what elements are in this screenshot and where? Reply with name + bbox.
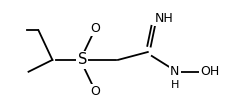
Text: S: S (77, 52, 87, 67)
Text: OH: OH (200, 65, 219, 78)
Text: O: O (90, 22, 100, 35)
Text: N: N (170, 65, 179, 78)
Text: NH: NH (155, 12, 174, 25)
Text: H: H (170, 80, 179, 90)
Text: O: O (90, 85, 100, 98)
